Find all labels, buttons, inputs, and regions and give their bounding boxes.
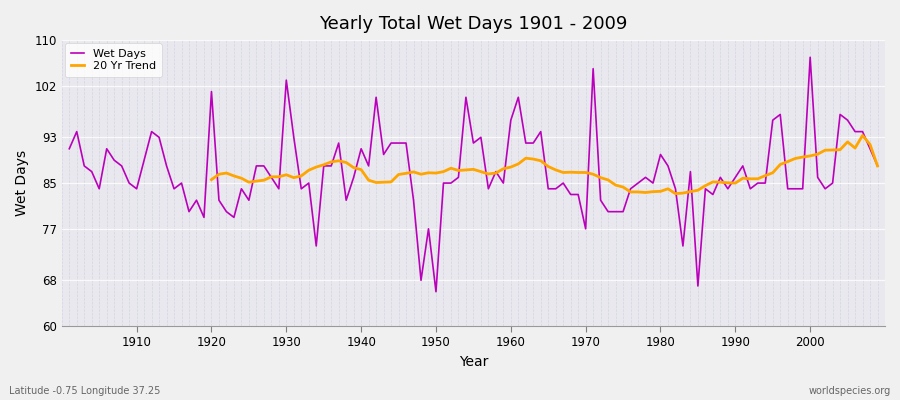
Wet Days <box>805 55 815 60</box>
Line: Wet Days: Wet Days <box>69 57 878 292</box>
Legend: Wet Days, 20 Yr Trend: Wet Days, 20 Yr Trend <box>65 44 162 77</box>
Wet Days <box>430 289 441 294</box>
Wet Days <box>64 146 75 151</box>
20 Yr Trend <box>872 164 883 168</box>
20 Yr Trend <box>296 174 307 178</box>
20 Yr Trend <box>678 191 688 196</box>
Text: worldspecies.org: worldspecies.org <box>809 386 891 396</box>
20 Yr Trend <box>857 133 868 138</box>
Line: 20 Yr Trend: 20 Yr Trend <box>212 136 878 194</box>
20 Yr Trend <box>768 170 778 175</box>
Wet Days <box>603 209 614 214</box>
Wet Days <box>123 181 134 186</box>
Title: Yearly Total Wet Days 1901 - 2009: Yearly Total Wet Days 1901 - 2009 <box>320 15 627 33</box>
Wet Days <box>333 141 344 146</box>
20 Yr Trend <box>670 191 681 196</box>
Wet Days <box>872 164 883 168</box>
Text: Latitude -0.75 Longitude 37.25: Latitude -0.75 Longitude 37.25 <box>9 386 160 396</box>
20 Yr Trend <box>850 146 860 150</box>
20 Yr Trend <box>782 159 793 164</box>
X-axis label: Year: Year <box>459 355 488 369</box>
20 Yr Trend <box>408 170 418 174</box>
Wet Days <box>513 95 524 100</box>
Wet Days <box>288 135 299 140</box>
20 Yr Trend <box>206 177 217 182</box>
Wet Days <box>506 118 517 122</box>
Y-axis label: Wet Days: Wet Days <box>15 150 29 216</box>
